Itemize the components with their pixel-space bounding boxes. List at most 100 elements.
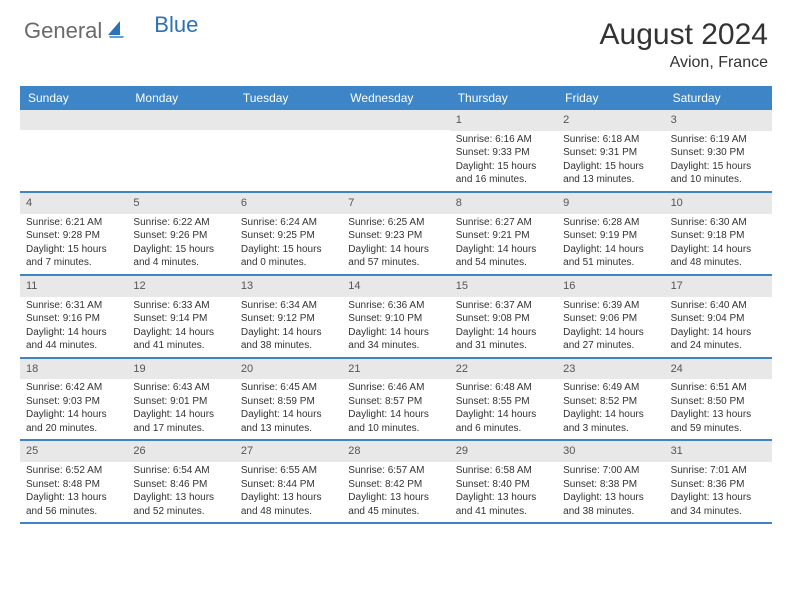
- day-number-wrap: 4: [20, 193, 127, 214]
- daylight-line-2: and 24 minutes.: [671, 339, 766, 353]
- sunset-line: Sunset: 9:25 PM: [241, 229, 336, 243]
- day-body: Sunrise: 6:22 AMSunset: 9:26 PMDaylight:…: [127, 216, 234, 270]
- day-body: Sunrise: 6:16 AMSunset: 9:33 PMDaylight:…: [450, 133, 557, 187]
- day-number-wrap: 21: [342, 359, 449, 380]
- day-number: 21: [348, 363, 360, 375]
- day-number: 15: [456, 280, 468, 292]
- sunrise-line: Sunrise: 6:48 AM: [456, 381, 551, 395]
- day-cell: [20, 110, 127, 191]
- daylight-line-1: Daylight: 13 hours: [133, 491, 228, 505]
- sunrise-line: Sunrise: 6:58 AM: [456, 464, 551, 478]
- daylight-line-1: Daylight: 15 hours: [241, 243, 336, 257]
- day-number: 18: [26, 363, 38, 375]
- day-cell: 29Sunrise: 6:58 AMSunset: 8:40 PMDayligh…: [450, 441, 557, 522]
- day-body: Sunrise: 6:48 AMSunset: 8:55 PMDaylight:…: [450, 381, 557, 435]
- daylight-line-1: Daylight: 14 hours: [348, 408, 443, 422]
- daylight-line-1: Daylight: 13 hours: [26, 491, 121, 505]
- day-number: 28: [348, 445, 360, 457]
- day-number-wrap: 11: [20, 276, 127, 297]
- day-body: Sunrise: 7:01 AMSunset: 8:36 PMDaylight:…: [665, 464, 772, 518]
- daylight-line-2: and 3 minutes.: [563, 422, 658, 436]
- day-number: 16: [563, 280, 575, 292]
- day-body: Sunrise: 6:28 AMSunset: 9:19 PMDaylight:…: [557, 216, 664, 270]
- day-number-empty: [342, 110, 449, 130]
- day-body: Sunrise: 6:39 AMSunset: 9:06 PMDaylight:…: [557, 299, 664, 353]
- day-number-wrap: 23: [557, 359, 664, 380]
- sunrise-line: Sunrise: 6:19 AM: [671, 133, 766, 147]
- daylight-line-1: Daylight: 13 hours: [241, 491, 336, 505]
- day-number: 31: [671, 445, 683, 457]
- sunset-line: Sunset: 8:36 PM: [671, 478, 766, 492]
- day-body: Sunrise: 6:25 AMSunset: 9:23 PMDaylight:…: [342, 216, 449, 270]
- sunrise-line: Sunrise: 6:24 AM: [241, 216, 336, 230]
- daylight-line-2: and 54 minutes.: [456, 256, 551, 270]
- day-number-wrap: 2: [557, 110, 664, 131]
- daylight-line-2: and 13 minutes.: [563, 173, 658, 187]
- day-body: Sunrise: 6:49 AMSunset: 8:52 PMDaylight:…: [557, 381, 664, 435]
- week-row: 11 Sunrise: 6:31 AMSunset: 9:16 PMDayligh…: [20, 276, 772, 359]
- day-cell: 21 Sunrise: 6:46 AMSunset: 8:57 PMDayligh…: [342, 359, 449, 440]
- day-number-wrap: 8: [450, 193, 557, 214]
- header: General Blue August 2024 Avion, France: [0, 0, 792, 78]
- page-title: August 2024: [600, 18, 768, 52]
- day-number-wrap: 27: [235, 441, 342, 462]
- day-number: 24: [671, 363, 683, 375]
- daylight-line-1: Daylight: 14 hours: [456, 243, 551, 257]
- day-number-wrap: 22: [450, 359, 557, 380]
- day-number-wrap: 19: [127, 359, 234, 380]
- day-number: 30: [563, 445, 575, 457]
- sunrise-line: Sunrise: 6:36 AM: [348, 299, 443, 313]
- day-body: Sunrise: 6:43 AMSunset: 9:01 PMDaylight:…: [127, 381, 234, 435]
- day-number-wrap: 30: [557, 441, 664, 462]
- day-body: Sunrise: 6:30 AMSunset: 9:18 PMDaylight:…: [665, 216, 772, 270]
- day-cell: 28 Sunrise: 6:57 AMSunset: 8:42 PMDayligh…: [342, 441, 449, 522]
- dow-header-row: SundayMondayTuesdayWednesdayThursdayFrid…: [20, 86, 772, 110]
- day-number: 11: [26, 280, 37, 292]
- day-body: Sunrise: 6:46 AMSunset: 8:57 PMDaylight:…: [342, 381, 449, 435]
- daylight-line-1: Daylight: 14 hours: [133, 326, 228, 340]
- day-body: Sunrise: 6:21 AMSunset: 9:28 PMDaylight:…: [20, 216, 127, 270]
- daylight-line-1: Daylight: 14 hours: [133, 408, 228, 422]
- daylight-line-1: Daylight: 15 hours: [26, 243, 121, 257]
- day-cell: 11 Sunrise: 6:31 AMSunset: 9:16 PMDayligh…: [20, 276, 127, 357]
- day-number: 5: [133, 197, 139, 209]
- day-cell: 13Sunrise: 6:34 AMSunset: 9:12 PMDayligh…: [235, 276, 342, 357]
- sunset-line: Sunset: 9:19 PM: [563, 229, 658, 243]
- day-body: Sunrise: 7:00 AMSunset: 8:38 PMDaylight:…: [557, 464, 664, 518]
- daylight-line-1: Daylight: 14 hours: [563, 408, 658, 422]
- sunrise-line: Sunrise: 6:16 AM: [456, 133, 551, 147]
- sunrise-line: Sunrise: 6:25 AM: [348, 216, 443, 230]
- daylight-line-2: and 4 minutes.: [133, 256, 228, 270]
- sunrise-line: Sunrise: 6:31 AM: [26, 299, 121, 313]
- sunrise-line: Sunrise: 6:45 AM: [241, 381, 336, 395]
- sunrise-line: Sunrise: 6:40 AM: [671, 299, 766, 313]
- day-number: 25: [26, 445, 38, 457]
- daylight-line-2: and 7 minutes.: [26, 256, 121, 270]
- daylight-line-1: Daylight: 14 hours: [671, 326, 766, 340]
- day-body: Sunrise: 6:18 AMSunset: 9:31 PMDaylight:…: [557, 133, 664, 187]
- daylight-line-1: Daylight: 14 hours: [563, 326, 658, 340]
- day-body: Sunrise: 6:19 AMSunset: 9:30 PMDaylight:…: [665, 133, 772, 187]
- daylight-line-1: Daylight: 14 hours: [563, 243, 658, 257]
- day-number-wrap: 17: [665, 276, 772, 297]
- dow-header-cell: Monday: [127, 86, 234, 110]
- day-number: 29: [456, 445, 468, 457]
- day-body: Sunrise: 6:40 AMSunset: 9:04 PMDaylight:…: [665, 299, 772, 353]
- sunset-line: Sunset: 8:38 PM: [563, 478, 658, 492]
- day-body: Sunrise: 6:31 AMSunset: 9:16 PMDaylight:…: [20, 299, 127, 353]
- week-row: 25Sunrise: 6:52 AMSunset: 8:48 PMDayligh…: [20, 441, 772, 524]
- daylight-line-2: and 13 minutes.: [241, 422, 336, 436]
- week-row: 1Sunrise: 6:16 AMSunset: 9:33 PMDaylight…: [20, 110, 772, 193]
- day-cell: 3Sunrise: 6:19 AMSunset: 9:30 PMDaylight…: [665, 110, 772, 191]
- dow-header-cell: Tuesday: [235, 86, 342, 110]
- day-body: Sunrise: 6:57 AMSunset: 8:42 PMDaylight:…: [342, 464, 449, 518]
- day-cell: 27Sunrise: 6:55 AMSunset: 8:44 PMDayligh…: [235, 441, 342, 522]
- sunset-line: Sunset: 8:52 PM: [563, 395, 658, 409]
- day-body: Sunrise: 6:54 AMSunset: 8:46 PMDaylight:…: [127, 464, 234, 518]
- day-cell: 19Sunrise: 6:43 AMSunset: 9:01 PMDayligh…: [127, 359, 234, 440]
- daylight-line-2: and 41 minutes.: [133, 339, 228, 353]
- day-cell: 20Sunrise: 6:45 AMSunset: 8:59 PMDayligh…: [235, 359, 342, 440]
- daylight-line-1: Daylight: 14 hours: [671, 243, 766, 257]
- week-row: 4Sunrise: 6:21 AMSunset: 9:28 PMDaylight…: [20, 193, 772, 276]
- daylight-line-2: and 48 minutes.: [241, 505, 336, 519]
